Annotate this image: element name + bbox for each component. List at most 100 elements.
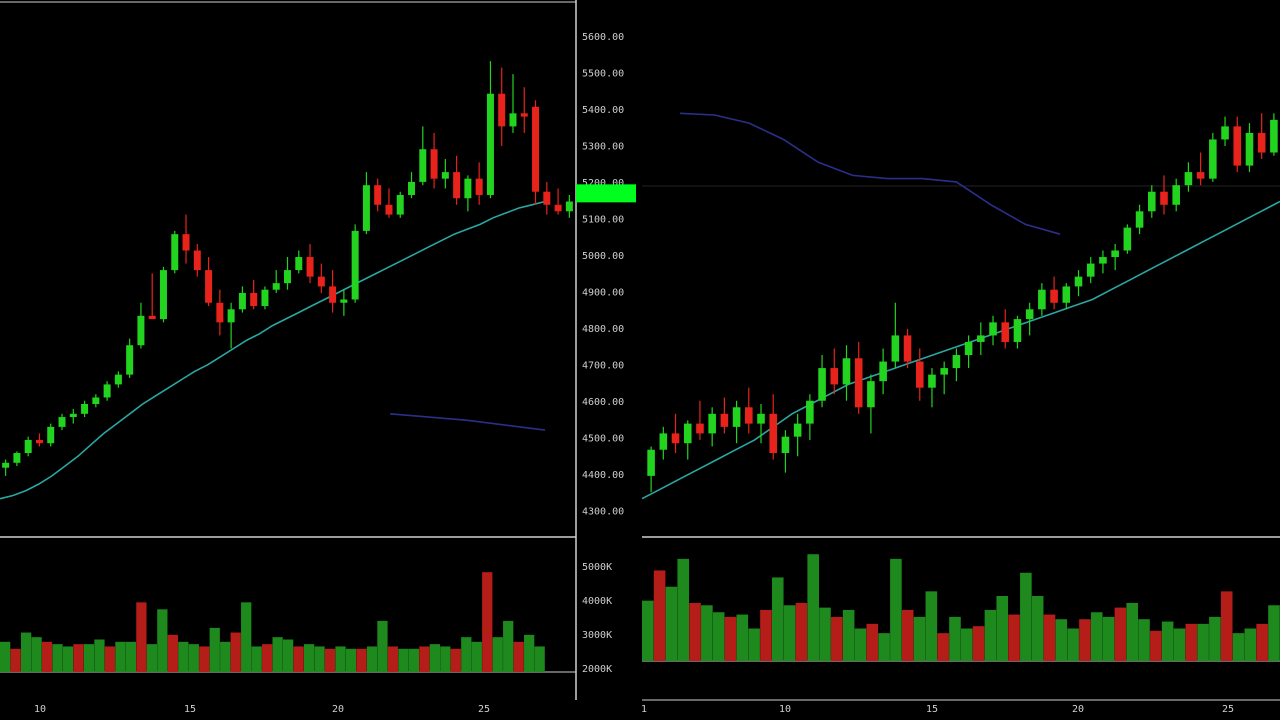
left-candle-body [543, 191, 551, 205]
right-volume-bar [949, 616, 961, 661]
right-volume-bar [771, 577, 784, 661]
left-volume-bar [335, 646, 346, 672]
left-candle-body [47, 426, 55, 444]
price-axis-tick-label: 5200.00 [582, 178, 624, 189]
right-volume-bar [996, 596, 1009, 661]
right-candle-body [745, 407, 753, 424]
current-price-tag [576, 184, 636, 203]
right-candle-body [842, 358, 851, 385]
price-axis-tick-label: 5400.00 [582, 105, 624, 116]
left-candle-body [520, 113, 528, 117]
right-candle-body [732, 407, 741, 427]
right-volume-bar [1020, 572, 1032, 661]
right-volume-bar [961, 628, 973, 661]
right-volume-bar [1244, 628, 1257, 661]
right-candle-body [1086, 263, 1095, 277]
left-volume-bar [314, 646, 325, 672]
price-axis-tick-label: 4500.00 [582, 434, 624, 445]
left-candle-body [137, 315, 145, 346]
right-candle-body [1123, 227, 1132, 251]
right-time-axis-tick-label: 1 [641, 704, 647, 715]
price-axis-tick-label: 4300.00 [582, 507, 624, 518]
right-volume-bar [1197, 623, 1209, 661]
right-volume-bar [972, 626, 985, 661]
left-ma-slow-line [389, 413, 546, 431]
left-candle-body [238, 292, 246, 310]
left-candle-body [24, 439, 32, 454]
right-candle-body [1160, 191, 1168, 205]
left-candle-body [216, 302, 224, 323]
right-volume-bar [1268, 605, 1280, 661]
left-candle-body [509, 113, 517, 127]
right-candle-body [1074, 276, 1083, 287]
left-volume-bar [241, 602, 252, 672]
right-volume-bar [689, 602, 701, 661]
left-candle-body [306, 257, 314, 277]
left-volume-bar [52, 644, 63, 672]
price-axis-tick-label: 4800.00 [582, 324, 624, 335]
left-volume-bar [356, 648, 367, 672]
right-candle-body [1172, 185, 1180, 205]
left-volume-bar [429, 644, 440, 672]
left-volume-bar [513, 641, 524, 672]
right-candle-body [647, 449, 655, 476]
left-volume-bar [146, 644, 158, 672]
left-volume-bar [503, 620, 514, 672]
left-volume-bar [419, 646, 430, 672]
left-candle-body [103, 384, 111, 398]
right-volume-bar [1185, 623, 1198, 661]
right-candle-body [720, 413, 729, 427]
left-volume-bar [408, 648, 420, 672]
price-axis-tick-label: 5000.00 [582, 251, 624, 262]
right-candle-body [1099, 257, 1107, 264]
left-volume-bar [534, 646, 545, 672]
right-volume-bar [1256, 623, 1268, 661]
left-volume-bar [220, 641, 231, 672]
left-candle-body [81, 404, 89, 414]
left-candle-body [374, 185, 382, 205]
price-axis-tick-label: 5600.00 [582, 32, 624, 43]
time-axis: 10 15 20 25 1 10 15 20 25 [34, 704, 1234, 715]
left-volume-bar [125, 641, 137, 672]
left-candle-body [148, 315, 156, 320]
left-volume-bar [188, 644, 199, 672]
left-candle-body [58, 417, 66, 427]
left-volume-bar [262, 644, 273, 672]
left-candle-body [475, 178, 483, 195]
left-candle-body [565, 201, 573, 212]
right-candle-body [1001, 322, 1010, 342]
right-candle-body [903, 335, 912, 362]
left-candle-body [126, 345, 134, 375]
right-candle-body [1221, 126, 1229, 140]
right-candle-body [1025, 309, 1034, 320]
volume-axis: 5000K 4000K 3000K 2000K [582, 562, 612, 675]
left-candle-body [464, 178, 472, 199]
right-time-axis-tick-label: 10 [779, 704, 791, 715]
right-candle-body [989, 322, 997, 336]
left-volume-bar [450, 648, 461, 672]
right-volume-bar [1173, 628, 1186, 661]
right-volume-bar [724, 616, 737, 661]
right-volume-bar [701, 605, 713, 661]
right-volume-bar [653, 570, 666, 661]
right-time-axis-tick-label: 15 [926, 704, 938, 715]
left-candle-body [2, 462, 10, 468]
right-volume-bar [1209, 616, 1221, 661]
right-volume-bar [783, 605, 796, 661]
right-candle-body [1050, 289, 1058, 303]
right-candle-body [671, 433, 680, 444]
price-axis-tick-label: 4700.00 [582, 361, 624, 372]
left-volume-bar [104, 646, 116, 672]
right-candle-body [952, 355, 961, 369]
right-volume-bar [1043, 614, 1056, 661]
right-volume-bar [1232, 633, 1245, 661]
left-candle-body [532, 106, 540, 192]
right-volume-bar [890, 558, 902, 661]
right-candle-body [854, 358, 863, 408]
right-volume-bar [913, 616, 926, 661]
left-time-axis-tick-label: 10 [34, 704, 46, 715]
left-candle-body [114, 374, 122, 385]
right-volume-bar [854, 628, 867, 661]
right-volume-bar [1102, 616, 1115, 661]
left-volume-bar [524, 634, 535, 672]
